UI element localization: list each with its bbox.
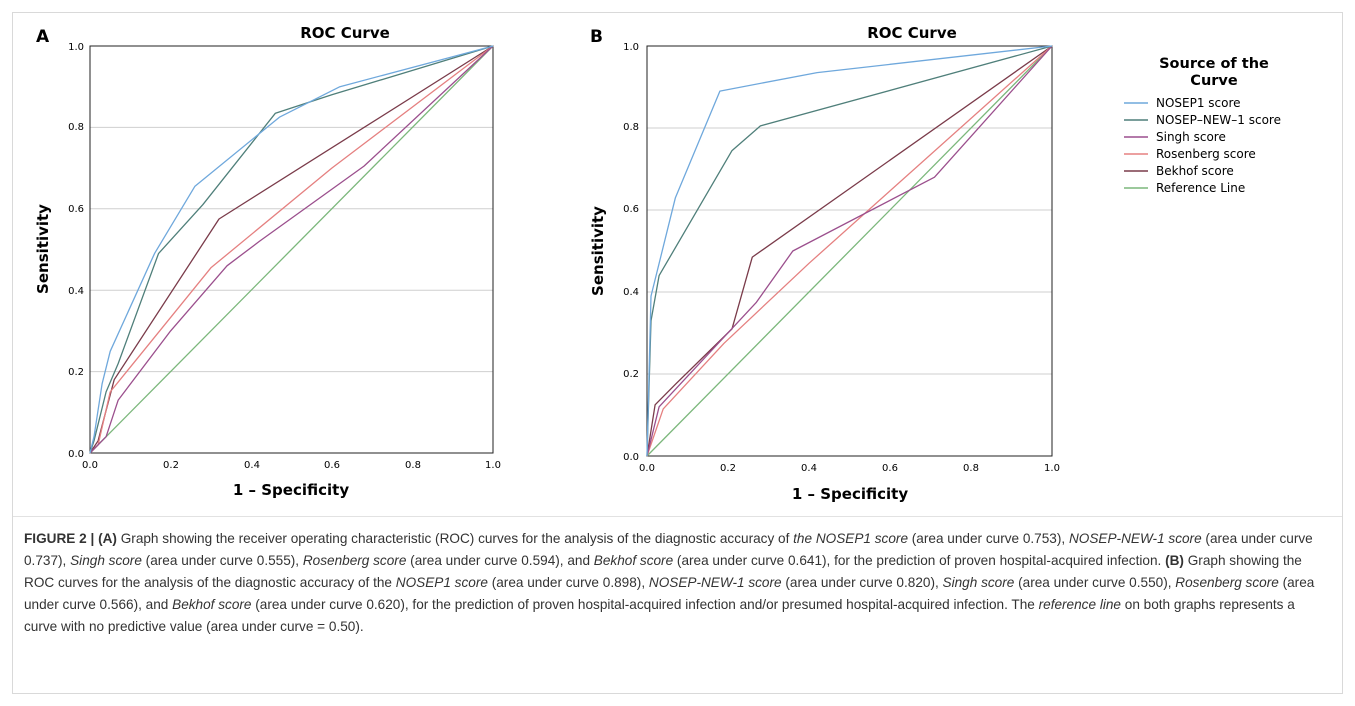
y-axis-label-b: Sensitivity <box>589 206 607 296</box>
caption-figure-label: FIGURE 2 | <box>24 531 95 546</box>
caption-italic: Rosenberg score <box>1175 575 1279 590</box>
series-line <box>646 45 1053 457</box>
y-tick-label: 0.0 <box>68 449 84 460</box>
roc-chart-figure: A ROC Curve 1 – Specificity Sensitivity … <box>34 24 1281 503</box>
y-tick-label: 0.2 <box>68 367 84 378</box>
caption-italic: Singh score <box>70 553 142 568</box>
x-axis-label-b: 1 – Specificity <box>792 485 908 503</box>
legend-label: NOSEP1 score <box>1156 96 1241 110</box>
caption-text: (area under curve 0.820), <box>781 575 943 590</box>
series-line <box>646 45 1053 457</box>
series-line <box>89 45 494 454</box>
y-axis-label-a: Sensitivity <box>34 204 52 294</box>
x-tick-label: 0.8 <box>963 463 979 474</box>
caption-italic: Rosenberg score <box>302 553 407 568</box>
legend-entry: Singh score <box>1124 130 1226 144</box>
legend-title-line1: Source of the <box>1159 56 1269 72</box>
legend-label: Bekhof score <box>1156 164 1234 178</box>
caption-text: (area under curve 0.620), for the predic… <box>251 597 1039 612</box>
series-line <box>646 45 1053 457</box>
legend-label: Reference Line <box>1156 181 1245 195</box>
caption-text: (area under curve 0.550), <box>1014 575 1176 590</box>
y-tick-label: 0.8 <box>68 122 84 133</box>
x-tick-label: 0.2 <box>163 460 179 471</box>
legend-entry: NOSEP1 score <box>1124 96 1241 110</box>
y-tick-label: 1.0 <box>68 42 84 53</box>
legend-label: Singh score <box>1156 130 1226 144</box>
caption-text: (area under curve 0.641), for the predic… <box>673 553 1166 568</box>
series-line <box>646 45 1053 457</box>
chart-title-a: ROC Curve <box>300 24 390 42</box>
caption-italic: the NOSEP1 score <box>793 531 908 546</box>
x-tick-label: 0.0 <box>639 463 655 474</box>
x-axis-label-a: 1 – Specificity <box>233 481 349 499</box>
y-tick-labels-a: 0.0 0.2 0.4 0.6 0.8 1.0 <box>68 42 84 460</box>
caption-italic: Bekhof score <box>593 553 674 568</box>
x-tick-label: 0.8 <box>405 460 421 471</box>
caption-text: (area under curve 0.898), <box>487 575 649 590</box>
caption-text: on both graphs represents a curve with n… <box>24 597 1295 634</box>
legend-label: NOSEP–NEW–1 score <box>1156 113 1281 127</box>
x-tick-label: 1.0 <box>485 460 501 471</box>
series-line <box>89 45 494 454</box>
caption-text: (area under curve 0.555), <box>141 553 303 568</box>
x-tick-label: 0.6 <box>324 460 340 471</box>
x-tick-label: 0.4 <box>244 460 260 471</box>
panel-label-b: B <box>590 27 603 47</box>
y-tick-label: 0.4 <box>68 286 84 297</box>
chart-title-b: ROC Curve <box>867 24 957 42</box>
panel-a: A ROC Curve 1 – Specificity Sensitivity … <box>34 24 501 499</box>
caption-panel-b-label: (B) <box>1165 553 1184 568</box>
panel-label-a: A <box>36 27 50 47</box>
legend-label: Rosenberg score <box>1156 147 1256 161</box>
series-line <box>646 45 1053 457</box>
caption-text: (area under curve 0.737), <box>24 531 1313 568</box>
caption-italic: NOSEP1 score <box>395 575 488 590</box>
caption-panel-a-label: (A) <box>98 531 117 546</box>
figure-caption: FIGURE 2 | (A) Graph showing the receive… <box>24 528 1324 638</box>
plot-area-border <box>646 45 1053 457</box>
series-line <box>89 45 494 454</box>
y-tick-label: 0.6 <box>68 204 84 215</box>
x-tick-label: 0.6 <box>882 463 898 474</box>
x-tick-label: 0.4 <box>801 463 817 474</box>
y-tick-label: 1.0 <box>623 42 639 53</box>
caption-italic: reference line <box>1038 597 1121 612</box>
caption-text: (area under curve 0.594), and <box>406 553 594 568</box>
y-tick-label: 0.6 <box>623 204 639 215</box>
caption-text: Graph showing the ROC curves for the ana… <box>24 553 1302 590</box>
figure-frame <box>12 12 1343 694</box>
x-tick-label: 0.2 <box>720 463 736 474</box>
legend-entry: NOSEP–NEW–1 score <box>1124 113 1281 127</box>
plot-area-border <box>89 45 494 454</box>
caption-italic: Singh score <box>942 575 1015 590</box>
legend: Source of the Curve NOSEP1 score NOSEP–N… <box>1124 56 1281 195</box>
caption-text: Graph showing the receiver operating cha… <box>116 531 794 546</box>
x-tick-labels-a: 0.0 0.2 0.4 0.6 0.8 1.0 <box>82 460 501 471</box>
caption-italic: Bekhof score <box>172 597 252 612</box>
caption-text: (area under curve 0.753), <box>908 531 1069 546</box>
y-tick-labels-b: 0.0 0.2 0.4 0.6 0.8 1.0 <box>623 42 639 463</box>
caption-divider <box>13 516 1342 517</box>
caption-italic: NOSEP-NEW-1 score <box>648 575 782 590</box>
y-tick-label: 0.4 <box>623 287 639 298</box>
legend-entry: Bekhof score <box>1124 164 1234 178</box>
legend-entry: Reference Line <box>1124 181 1245 195</box>
y-tick-label: 0.8 <box>623 122 639 133</box>
y-tick-label: 0.2 <box>623 369 639 380</box>
x-tick-label: 1.0 <box>1044 463 1060 474</box>
y-tick-label: 0.0 <box>623 452 639 463</box>
caption-text: (area under curve 0.566), and <box>24 575 1315 612</box>
panel-b: B ROC Curve 1 – Specificity Sensitivity … <box>589 24 1060 503</box>
x-tick-labels-b: 0.0 0.2 0.4 0.6 0.8 1.0 <box>639 463 1060 474</box>
legend-entry: Rosenberg score <box>1124 147 1256 161</box>
x-tick-label: 0.0 <box>82 460 98 471</box>
legend-title-line2: Curve <box>1190 73 1238 89</box>
caption-italic: NOSEP-NEW-1 score <box>1068 531 1202 546</box>
series-line <box>89 45 494 454</box>
